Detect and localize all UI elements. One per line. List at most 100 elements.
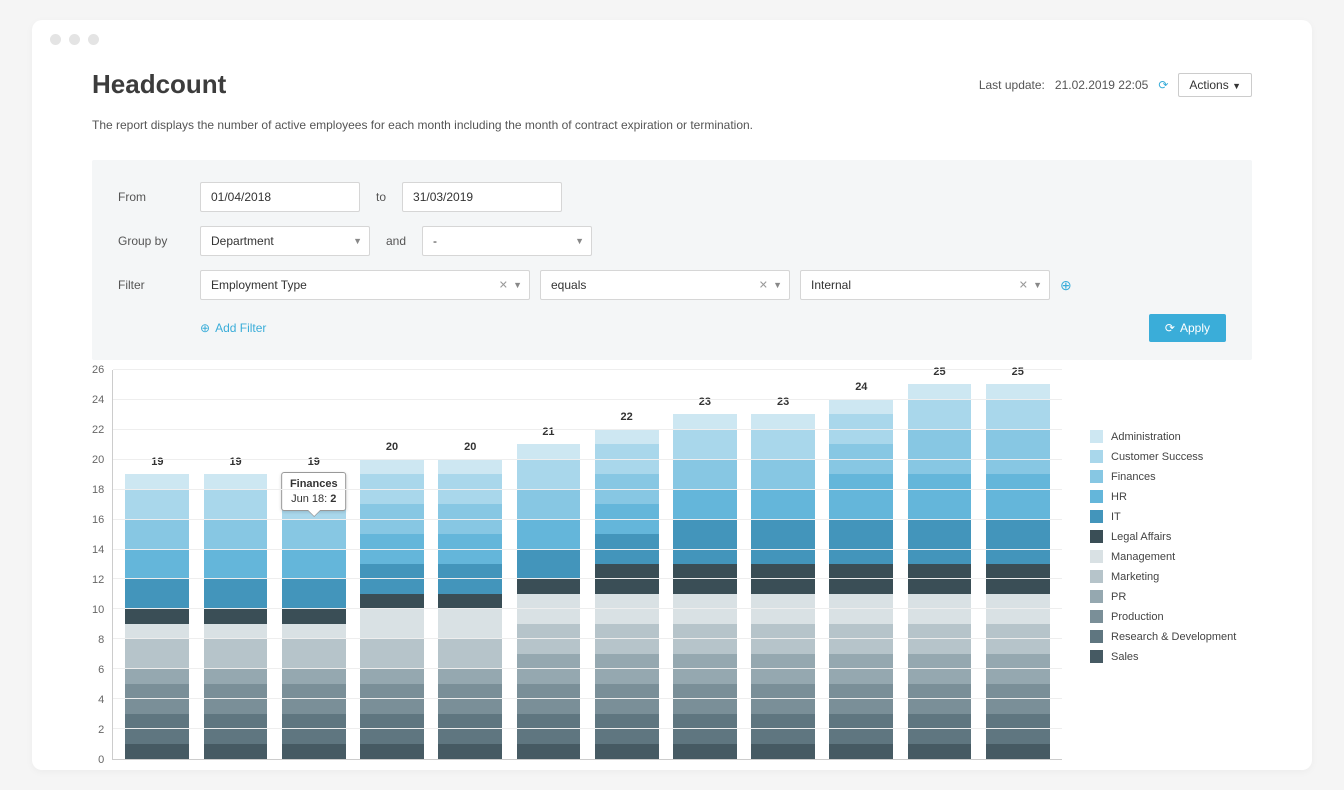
group-by-1-value[interactable]	[200, 226, 370, 256]
bar-segment[interactable]	[282, 639, 346, 669]
bar-segment[interactable]	[829, 519, 893, 564]
bar-column[interactable]: 21	[517, 444, 581, 759]
bar-column[interactable]: 19	[125, 474, 189, 759]
bar-segment[interactable]	[125, 639, 189, 669]
legend-item[interactable]: HR	[1090, 490, 1252, 503]
bar-segment[interactable]	[204, 489, 268, 519]
filter-field-select[interactable]: ✕ ▼	[200, 270, 530, 300]
bar-segment[interactable]	[751, 429, 815, 459]
legend-item[interactable]: Sales	[1090, 650, 1252, 663]
traffic-light-close[interactable]	[50, 34, 61, 45]
traffic-light-zoom[interactable]	[88, 34, 99, 45]
legend-item[interactable]: Finances	[1090, 470, 1252, 483]
apply-button[interactable]: ⟳ Apply	[1149, 314, 1226, 342]
bar-segment[interactable]	[125, 474, 189, 489]
bar-segment[interactable]	[751, 414, 815, 429]
legend-item[interactable]: Customer Success	[1090, 450, 1252, 463]
bar-segment[interactable]	[204, 519, 268, 549]
bar-segment[interactable]	[986, 399, 1050, 429]
bar-segment[interactable]	[986, 429, 1050, 474]
filter-operator-select[interactable]: ✕ ▼	[540, 270, 790, 300]
bar-segment[interactable]	[438, 639, 502, 669]
bar-segment[interactable]	[751, 744, 815, 759]
bar-segment[interactable]	[517, 519, 581, 549]
add-condition-icon[interactable]: ⊕	[1060, 277, 1072, 294]
bar-segment[interactable]	[360, 594, 424, 609]
from-date-input[interactable]	[200, 182, 360, 212]
bar-segment[interactable]	[125, 624, 189, 639]
bar-segment[interactable]	[125, 549, 189, 579]
bar-segment[interactable]	[282, 519, 346, 549]
bar-segment[interactable]	[125, 489, 189, 519]
bar-segment[interactable]	[986, 744, 1050, 759]
bar-segment[interactable]	[204, 744, 268, 759]
bar-column[interactable]: 23	[751, 414, 815, 759]
bar-segment[interactable]	[986, 474, 1050, 519]
group-by-select-2[interactable]: ▼	[422, 226, 592, 256]
bar-segment[interactable]	[517, 444, 581, 459]
bar-segment[interactable]	[204, 579, 268, 609]
bar-segment[interactable]	[751, 489, 815, 519]
bar-column[interactable]: 19	[204, 474, 268, 759]
legend-item[interactable]: Management	[1090, 550, 1252, 563]
bar-segment[interactable]	[751, 459, 815, 489]
bar-segment[interactable]	[204, 609, 268, 624]
bar-segment[interactable]	[125, 669, 189, 684]
bar-segment[interactable]	[673, 459, 737, 489]
bar-segment[interactable]	[438, 669, 502, 684]
bar-segment[interactable]	[360, 669, 424, 684]
bar-segment[interactable]	[360, 459, 424, 474]
bar-segment[interactable]	[517, 579, 581, 594]
to-date-input[interactable]	[402, 182, 562, 212]
legend-item[interactable]: Legal Affairs	[1090, 530, 1252, 543]
bar-segment[interactable]	[438, 744, 502, 759]
legend-item[interactable]: Production	[1090, 610, 1252, 623]
bar-segment[interactable]	[125, 744, 189, 759]
bar-segment[interactable]	[438, 609, 502, 639]
bar-segment[interactable]	[360, 639, 424, 669]
group-by-select-1[interactable]: ▼	[200, 226, 370, 256]
bar-segment[interactable]	[282, 549, 346, 579]
bar-segment[interactable]	[829, 744, 893, 759]
bar-column[interactable]: 19FinancesJun 18: 2	[282, 474, 346, 759]
bar-segment[interactable]	[517, 744, 581, 759]
filter-operator-value[interactable]	[540, 270, 790, 300]
bar-segment[interactable]	[282, 744, 346, 759]
bar-segment[interactable]	[517, 489, 581, 519]
bar-segment[interactable]	[751, 519, 815, 564]
bar-segment[interactable]	[438, 459, 502, 474]
bar-column[interactable]: 23	[673, 414, 737, 759]
bar-segment[interactable]	[125, 579, 189, 609]
refresh-icon[interactable]: ⟳	[1158, 78, 1168, 92]
bar-segment[interactable]	[282, 579, 346, 609]
bar-segment[interactable]	[908, 474, 972, 519]
bar-segment[interactable]	[204, 624, 268, 639]
bar-segment[interactable]	[204, 474, 268, 489]
bar-segment[interactable]	[517, 459, 581, 489]
bar-segment[interactable]	[282, 609, 346, 624]
legend-item[interactable]: IT	[1090, 510, 1252, 523]
legend-item[interactable]: Administration	[1090, 430, 1252, 443]
bar-segment[interactable]	[438, 594, 502, 609]
bar-segment[interactable]	[517, 549, 581, 579]
bar-segment[interactable]	[673, 489, 737, 519]
bar-segment[interactable]	[829, 474, 893, 519]
filter-value-select[interactable]: ✕ ▼	[800, 270, 1050, 300]
bar-segment[interactable]	[673, 519, 737, 564]
bar-segment[interactable]	[360, 744, 424, 759]
bar-segment[interactable]	[282, 669, 346, 684]
bar-column[interactable]: 22	[595, 429, 659, 759]
traffic-light-minimize[interactable]	[69, 34, 80, 45]
bar-segment[interactable]	[595, 429, 659, 444]
bar-segment[interactable]	[595, 744, 659, 759]
bar-segment[interactable]	[986, 384, 1050, 399]
add-filter-link[interactable]: ⊕ Add Filter	[200, 321, 266, 335]
bar-segment[interactable]	[673, 429, 737, 459]
bar-segment[interactable]	[673, 744, 737, 759]
group-by-2-value[interactable]	[422, 226, 592, 256]
bar-segment[interactable]	[908, 519, 972, 564]
bar-column[interactable]: 25	[986, 384, 1050, 759]
filter-value-value[interactable]	[800, 270, 1050, 300]
actions-button[interactable]: Actions ▼	[1178, 73, 1252, 97]
clear-icon[interactable]: ✕	[1019, 279, 1028, 292]
